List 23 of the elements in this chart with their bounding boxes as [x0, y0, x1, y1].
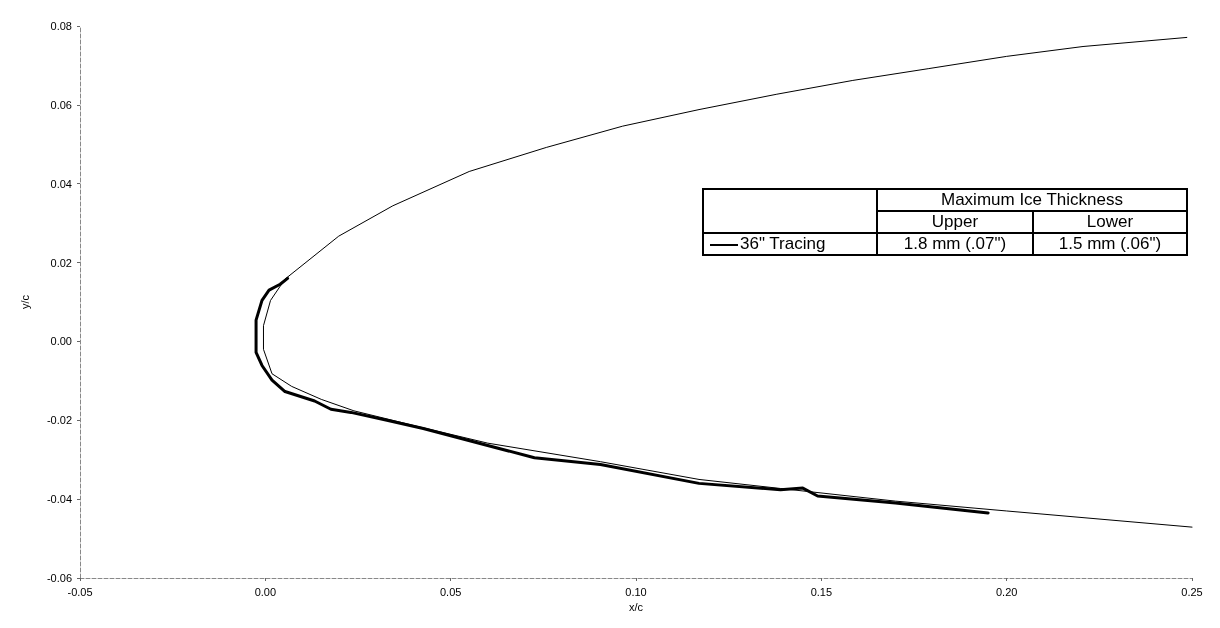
y-tick-label: -0.04: [46, 493, 72, 506]
x-tick-label: -0.05: [67, 585, 93, 598]
y-axis-title: y/c: [18, 294, 31, 310]
y-tick-label: 0.08: [50, 20, 72, 32]
x-tick-label: 0.20: [995, 585, 1018, 598]
y-tick-label: -0.06: [46, 572, 72, 584]
y-tick-label: 0.04: [50, 177, 72, 190]
x-axis-title: x/c: [628, 601, 644, 614]
y-tick-label: -0.02: [46, 414, 72, 427]
annotation: Upper: [877, 211, 1033, 233]
y-tick-label: 0.06: [50, 98, 72, 111]
annotation: 1.5 mm (.06"): [1033, 233, 1187, 255]
legend-label: 36" Tracing: [740, 234, 826, 253]
x-tick-label: 0.15: [810, 585, 833, 598]
annotation: Lower: [1033, 211, 1187, 233]
x-tick-label: 0.00: [254, 585, 277, 598]
y-tick-label: 0.00: [50, 335, 72, 348]
x-tick-label: 0.25: [1181, 585, 1203, 598]
annotation: 1.8 mm (.07"): [877, 233, 1033, 255]
x-tick-label: 0.10: [625, 585, 647, 598]
y-tick-label: 0.02: [50, 256, 72, 269]
annotation: Maximum Ice Thickness: [877, 189, 1187, 211]
x-tick-label: 0.05: [439, 585, 462, 598]
